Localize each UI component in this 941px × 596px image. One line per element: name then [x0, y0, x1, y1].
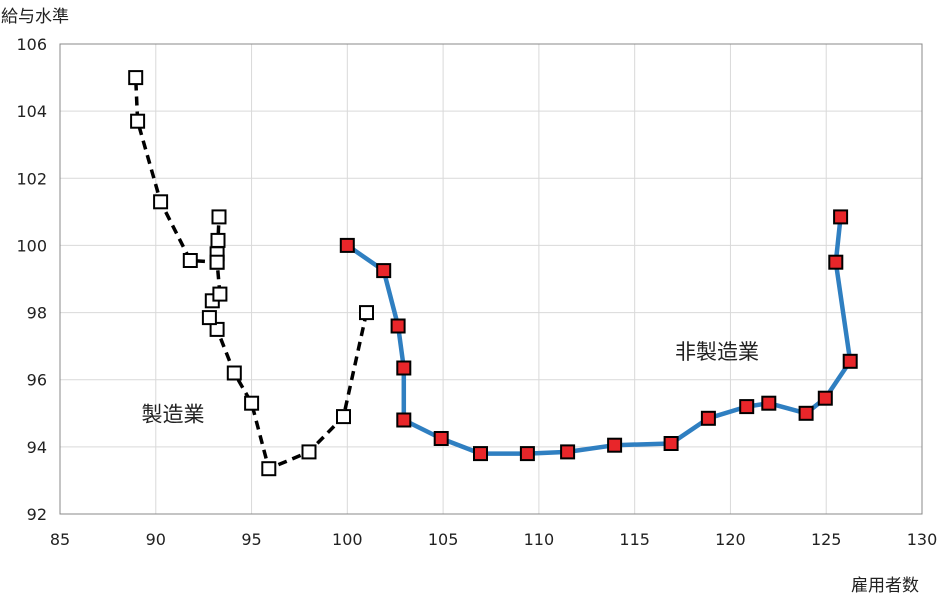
data-point [842, 353, 858, 369]
plot-area-frame [59, 43, 923, 515]
data-point [226, 365, 242, 381]
series-layer [128, 70, 858, 477]
data-point [396, 360, 412, 376]
y-axis-ticks: 92 94 96 98 100 102 104 106 [16, 35, 47, 524]
series-annotation-label: 非製造業 [675, 340, 759, 364]
x-axis-title: 雇用者数 [851, 576, 919, 596]
data-point [396, 412, 412, 428]
data-point [560, 444, 576, 460]
y-tick-label: 98 [27, 304, 47, 323]
data-point [301, 444, 317, 460]
data-point [212, 286, 228, 302]
data-point [128, 70, 144, 86]
data-point [130, 113, 146, 129]
data-point [473, 446, 488, 462]
data-point [433, 431, 449, 446]
data-point [209, 321, 225, 337]
series-annotation-label: 製造業 [142, 402, 205, 426]
data-point [210, 232, 226, 248]
y-tick-label: 106 [16, 35, 47, 54]
y-tick-label: 94 [27, 438, 47, 457]
data-point [376, 263, 392, 279]
x-tick-label: 85 [50, 530, 70, 549]
x-tick-label: 100 [332, 530, 363, 549]
data-point [211, 209, 227, 225]
series-manufacturing [128, 70, 374, 477]
data-point [244, 395, 260, 411]
data-point [739, 399, 755, 415]
x-tick-label: 105 [428, 530, 459, 549]
data-point [607, 437, 623, 453]
x-axis-ticks: 85 90 95 100 105 110 115 120 125 130 [50, 530, 937, 549]
x-tick-label: 130 [907, 530, 938, 549]
x-tick-label: 115 [619, 530, 650, 549]
series-non-manufacturing [339, 209, 858, 462]
x-tick-label: 125 [811, 530, 842, 549]
y-tick-label: 104 [16, 102, 47, 121]
data-point [828, 254, 844, 270]
data-point [336, 409, 351, 425]
x-tick-label: 110 [524, 530, 555, 549]
data-point [817, 390, 833, 406]
data-point [201, 310, 217, 326]
data-point [153, 194, 169, 210]
data-point [339, 237, 355, 253]
data-point [700, 410, 716, 426]
data-point [209, 254, 225, 270]
data-point [359, 305, 374, 321]
data-point [390, 318, 406, 334]
data-point [761, 395, 777, 411]
y-axis-title: 給与水準 [1, 7, 69, 27]
data-point [519, 446, 535, 462]
data-point [798, 405, 814, 421]
y-tick-label: 102 [16, 169, 47, 188]
data-point [182, 253, 198, 268]
y-tick-label: 92 [27, 505, 47, 524]
data-point [261, 461, 277, 477]
data-point [663, 436, 679, 451]
data-point [833, 209, 849, 225]
x-tick-label: 90 [146, 530, 166, 549]
x-tick-label: 95 [241, 530, 261, 549]
x-tick-label: 120 [715, 530, 746, 549]
annotations-layer: 製造業 非製造業 [142, 340, 760, 426]
y-tick-label: 100 [16, 236, 47, 255]
y-tick-label: 96 [27, 371, 47, 390]
